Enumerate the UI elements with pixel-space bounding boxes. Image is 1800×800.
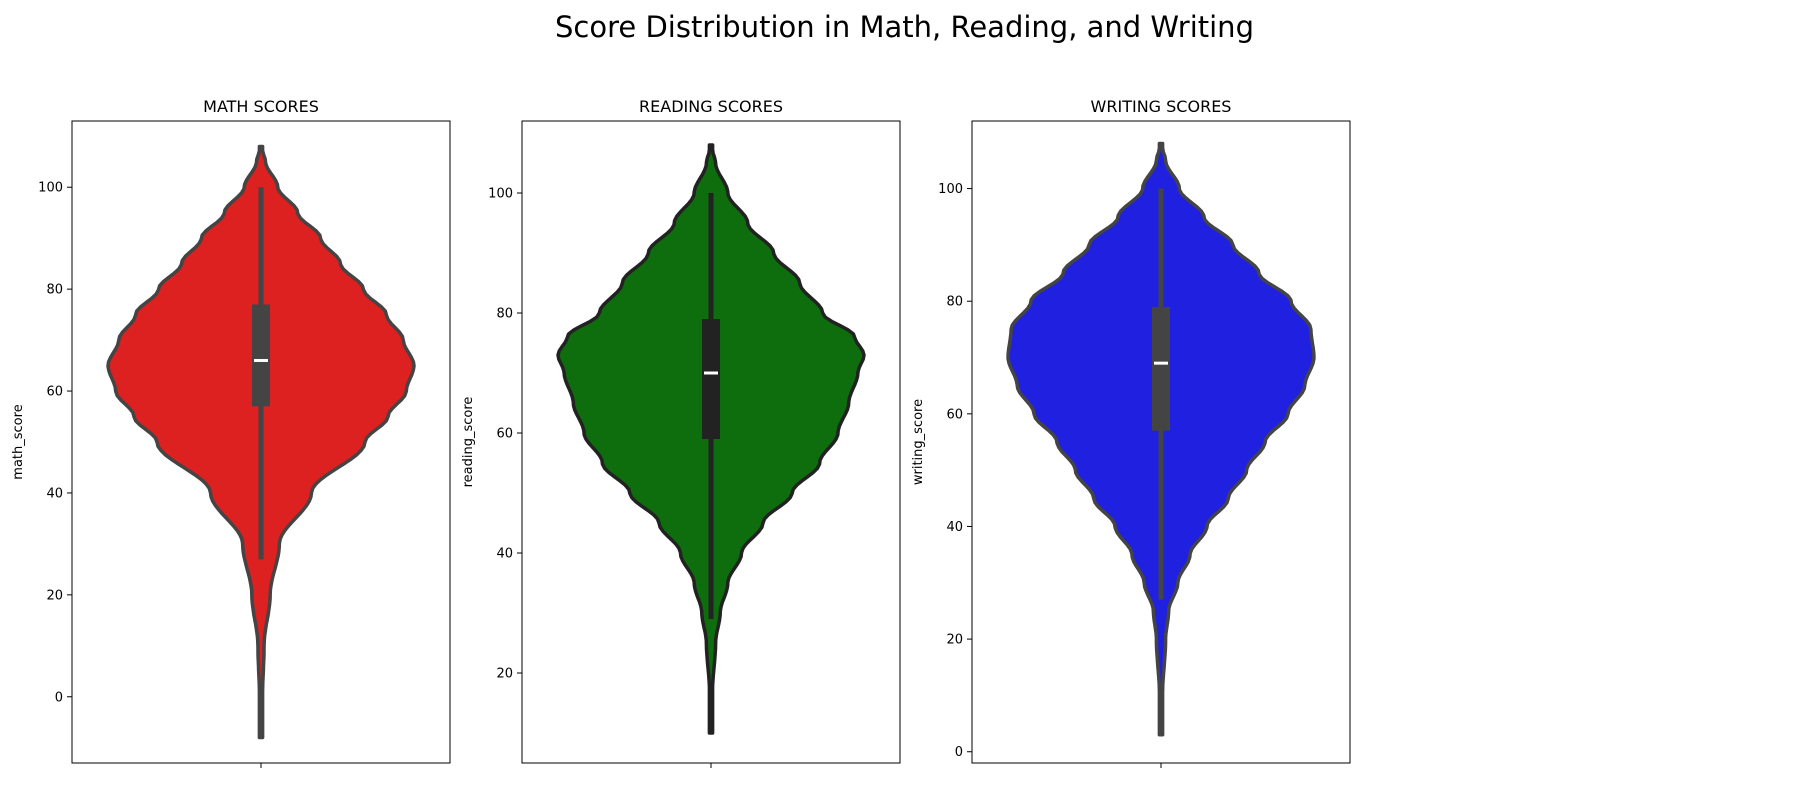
y-tick-label: 100 [38,181,63,196]
y-tick-label: 60 [946,407,963,422]
y-tick-label: 80 [946,295,963,310]
y-tick-label: 40 [496,547,513,562]
y-tick-label: 100 [488,187,513,202]
y-tick-label: 80 [46,283,63,298]
y-tick-label: 100 [938,182,963,197]
y-tick-label: 0 [955,745,963,760]
subplot-title: MATH SCORES [203,97,319,116]
y-tick-label: 40 [46,486,63,501]
y-tick-label: 20 [496,667,513,682]
violin-iqr-box [1152,306,1170,431]
figure-title: Score Distribution in Math, Reading, and… [555,10,1254,44]
violin-panel-1: MATH SCORES 0 20 40 60 80 100 math_score [11,97,451,768]
violin-panel-3: WRITING SCORES 0 20 40 60 80 100 writing_score [911,97,1351,768]
y-tick-label: 40 [946,520,963,535]
y-tick-label: 20 [46,588,63,603]
violin-iqr-box [702,319,720,439]
y-axis-label: writing_score [911,399,926,485]
y-tick-label: 80 [496,307,513,322]
y-tick-label: 0 [55,690,63,705]
violin-panel-2: READING SCORES 20 40 60 80 100 reading_score [461,97,901,768]
subplot-title: READING SCORES [639,97,783,116]
y-tick-label: 60 [46,385,63,400]
subplot-title: WRITING SCORES [1091,97,1232,116]
y-axis-label: reading_score [461,397,476,488]
y-tick-label: 20 [946,633,963,648]
violin-iqr-box [252,304,270,407]
y-axis-label: math_score [11,404,26,479]
y-tick-label: 60 [496,427,513,442]
